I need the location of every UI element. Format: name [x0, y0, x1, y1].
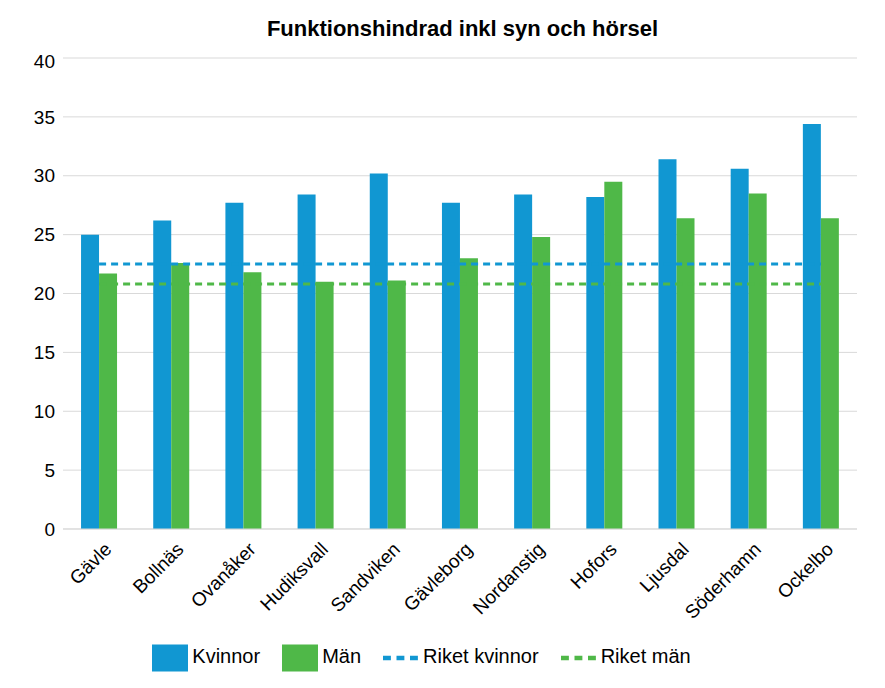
html-text:Män: Män [322, 645, 361, 668]
svg-text:40: 40 [34, 51, 55, 72]
html-text:Riket kvinnor: Riket kvinnor [423, 645, 539, 668]
svg-text:35: 35 [34, 107, 55, 128]
svg-text:Gävleborg: Gävleborg [400, 539, 477, 616]
svg-text:Ockelbo: Ockelbo [773, 539, 837, 603]
svg-text:Ljusdal: Ljusdal [635, 539, 692, 596]
svg-text:Söderhamn: Söderhamn [681, 539, 765, 623]
svg-text:15: 15 [34, 342, 55, 363]
svg-text:Gävle: Gävle [66, 539, 116, 589]
svg-text:Hudiksvall: Hudiksvall [256, 539, 332, 615]
html-text:Riket män: Riket män [600, 645, 691, 668]
html-text:Kvinnor: Kvinnor [192, 645, 261, 668]
svg-text:0: 0 [44, 519, 55, 540]
svg-text:25: 25 [34, 224, 55, 245]
html-text:Funktionshindrad inkl syn och: Funktionshindrad inkl syn och hörsel [266, 16, 659, 41]
svg-text:Bollnäs: Bollnäs [129, 539, 188, 598]
svg-text:Ovanåker: Ovanåker [187, 538, 261, 612]
svg-text:Hofors: Hofors [566, 539, 620, 593]
svg-text:Nordanstig: Nordanstig [469, 539, 549, 619]
svg-text:5: 5 [44, 460, 55, 481]
svg-text:30: 30 [34, 165, 55, 186]
svg-text:10: 10 [34, 401, 55, 422]
svg-text:Sandviken: Sandviken [327, 539, 405, 617]
svg-text:20: 20 [34, 283, 55, 304]
